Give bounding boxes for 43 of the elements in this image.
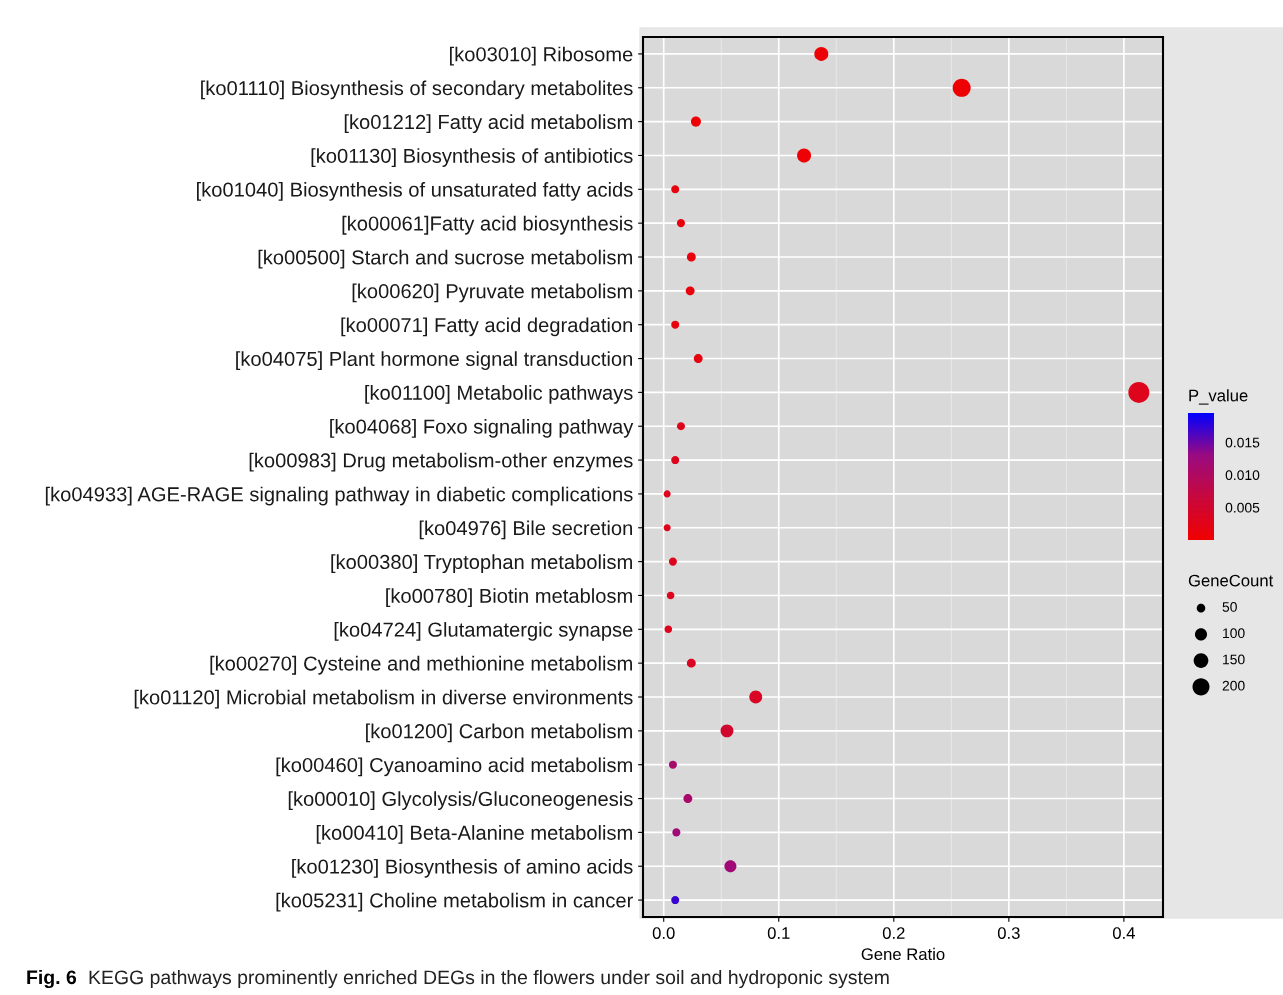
y-tick-label: [ko01110] Biosynthesis of secondary metabolites [201, 80, 633, 100]
y-tick-label: [ko04724] Glutamatergic synapse [334, 622, 633, 641]
x-tick-label: 0.0 [652, 927, 675, 939]
caption: Fig. 6 [27, 969, 77, 989]
x-tick-label: 0.1 [767, 927, 790, 939]
y-tick-label: [ko04933] AGE-RAGE signaling pathway in diabetic complications [45, 486, 633, 506]
x-axis-title: Gene Ratio [861, 947, 945, 961]
color-bar-label: 0.005 [1225, 502, 1260, 513]
color-bar-label: 0.010 [1225, 470, 1260, 481]
y-tick-label: [ko03010] Ribosome [450, 46, 633, 66]
y-tick-label: [ko00071] Fatty acid degradation [341, 317, 632, 337]
y-tick-label: [ko04068] Foxo signaling pathway [330, 418, 634, 438]
y-tick-label: [ko00780] Biotin metablosm [386, 588, 632, 607]
legend-label: 50 [1222, 602, 1237, 612]
y-tick-label: [ko01230] Biosynthesis of amino acids [292, 858, 633, 878]
y-tick-label: [ko00270] Cysteine and methionine metabolism [210, 655, 632, 675]
x-tick-label: 0.2 [882, 927, 905, 939]
y-tick-label: [ko00460] Cyanoamino acid metabolism [276, 757, 632, 777]
y-tick-label: [ko00983] Drug metabolism-other enzymes [249, 452, 633, 472]
color-bar-title: P_value [1189, 389, 1248, 405]
legend-label: 150 [1223, 654, 1245, 665]
y-tick-label: [ko05231] Choline metabolism in cancer [276, 892, 633, 912]
y-tick-label: [ko01040] Biosynthesis of unsaturated fatty acids [197, 182, 633, 201]
y-tick-label: [ko00061]Fatty acid biosynthesis [342, 215, 633, 235]
y-tick-label: [ko00010] Glycolysis/Gluconeogenesis [288, 791, 633, 811]
legend-label: 200 [1222, 680, 1245, 691]
y-tick-label: [ko04976] Bile secretion [419, 520, 632, 540]
y-tick-label: [ko00620] Pyruvate metabolism [352, 283, 632, 303]
x-tick-label: 0.4 [1112, 927, 1135, 939]
y-tick-label: [ko00410] Beta-Alanine metabolism [316, 825, 632, 844]
legend-title: GeneCount [1188, 574, 1274, 587]
y-tick-label: [ko01100] Metabolic pathways [365, 385, 633, 404]
color-bar-label: 0.015 [1225, 437, 1260, 448]
y-tick-label: [ko01212] Fatty acid metabolism [344, 114, 632, 134]
y-tick-label: [ko00500] Starch and sucrose metabolism [258, 249, 632, 269]
text: KEGG pathways prominently enriched DEGs in the flowers under soil and hydroponic system [89, 969, 889, 989]
y-tick-label: [ko04075] Plant hormone signal transduction [236, 351, 632, 371]
y-tick-label: [ko01130] Biosynthesis of antibiotics [311, 148, 633, 167]
y-tick-label: [ko01120] Microbial metabolism in diverse environments [134, 689, 633, 709]
legend-label: 100 [1223, 628, 1245, 639]
y-tick-label: [ko01200] Carbon metabolism [366, 723, 632, 743]
x-tick-label: 0.3 [997, 927, 1020, 939]
y-tick-label: [ko00380] Tryptophan metabolism [331, 554, 632, 574]
